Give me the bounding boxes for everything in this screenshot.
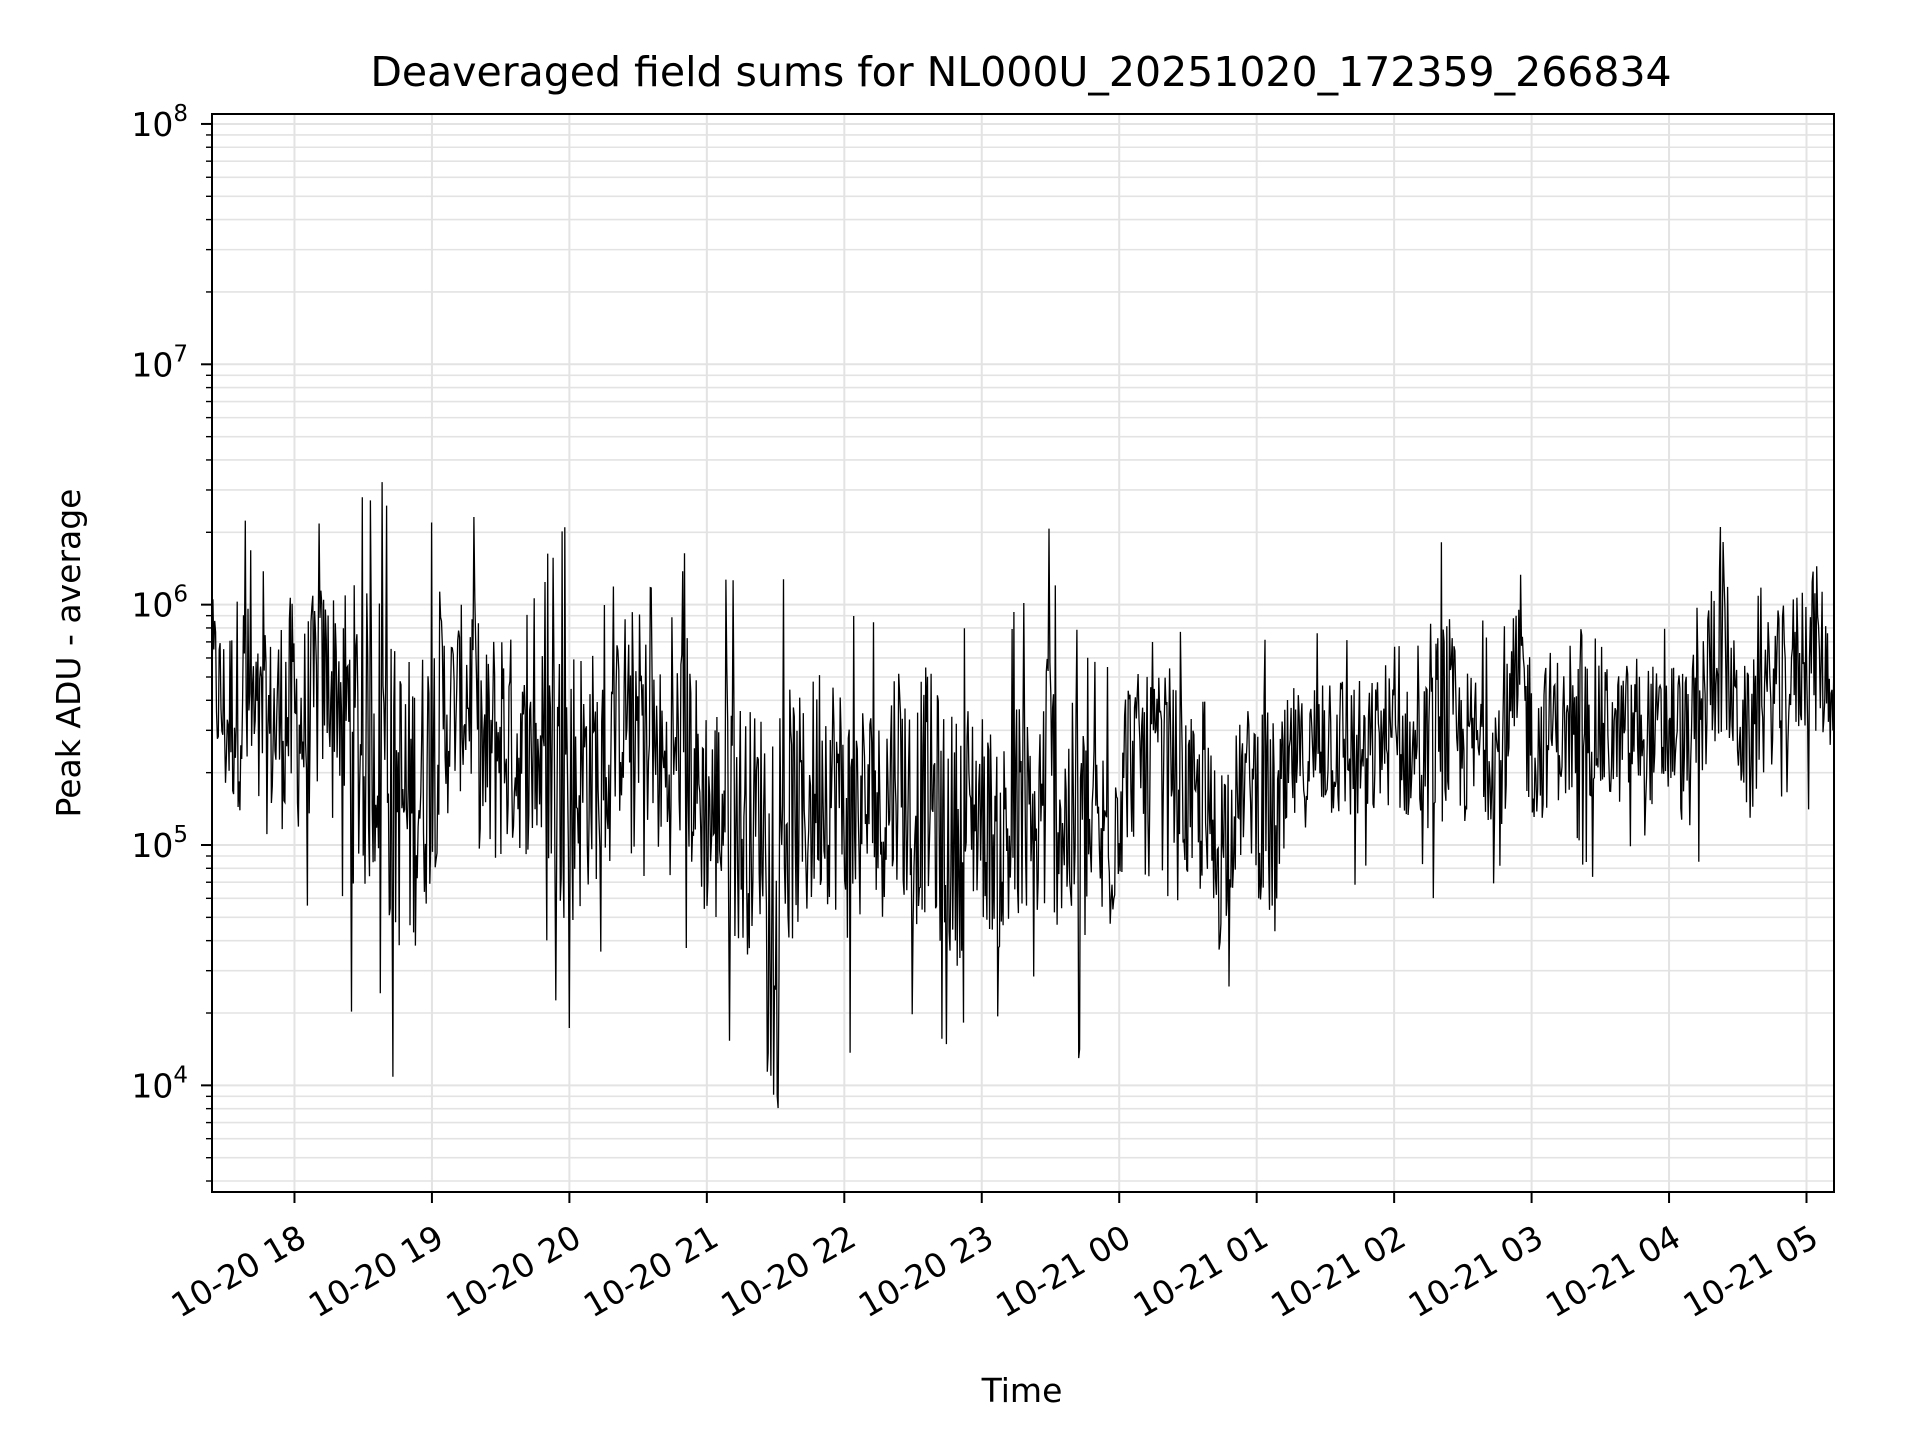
y-tick-label: 108: [131, 101, 188, 144]
y-axis-label: Peak ADU - average: [49, 489, 88, 818]
y-tick-label: 107: [131, 341, 188, 384]
y-tick-label: 105: [131, 822, 188, 865]
plot-frame: [211, 113, 1835, 1193]
x-axis-label: Time: [981, 1371, 1063, 1410]
series-line: [211, 482, 1835, 1109]
y-tick-label: 104: [131, 1062, 188, 1105]
chart-title: Deaveraged field sums for NL000U_2025102…: [370, 48, 1671, 96]
y-tick-label: 106: [131, 582, 188, 625]
plot-area: [211, 482, 1835, 1109]
y-axis: 104 105 106 107 108: [131, 101, 212, 1182]
